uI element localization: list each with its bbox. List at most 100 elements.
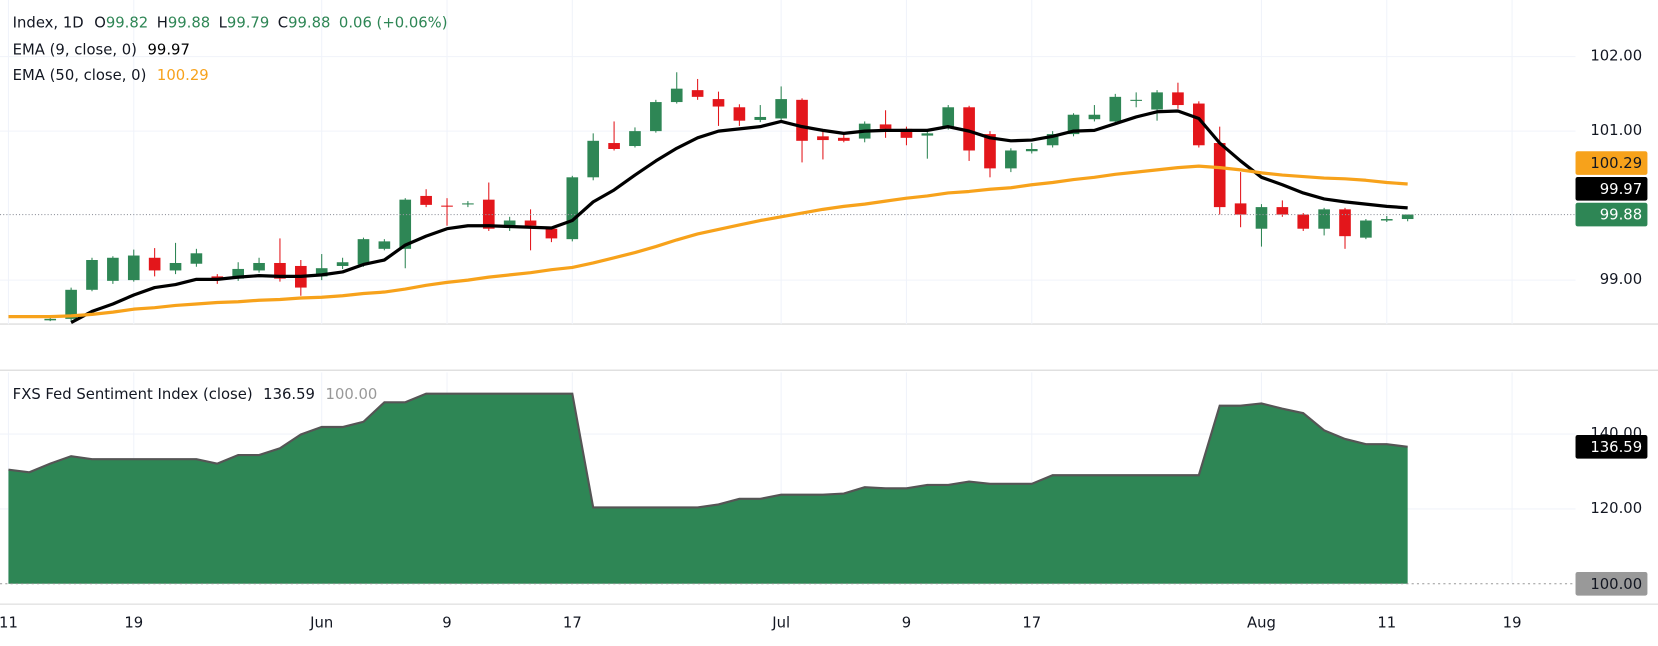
candle-body — [984, 134, 996, 169]
price-box-label: 99.97 — [1600, 180, 1642, 198]
candle-body — [1318, 209, 1330, 229]
candle-body — [566, 177, 579, 240]
candle-body — [462, 203, 474, 205]
candle-body — [1380, 219, 1393, 221]
candle-body — [336, 262, 349, 266]
candle-body — [1360, 220, 1372, 238]
price-box — [1575, 435, 1648, 459]
ema-line — [70, 109, 1408, 325]
candle-body — [1172, 92, 1184, 106]
candle-body — [1151, 92, 1163, 110]
candle-body — [629, 131, 641, 147]
candle-body — [921, 133, 934, 136]
legend-name: EMA (9, close, 0) — [13, 40, 137, 58]
ohlc-label: O — [94, 14, 106, 32]
candle-body — [879, 124, 892, 129]
price-box-label: 136.59 — [1590, 438, 1642, 456]
candle-body — [712, 99, 725, 107]
x-tick-label: 19 — [1503, 613, 1522, 631]
candle-body — [1193, 103, 1205, 146]
x-tick-label: Jun — [309, 613, 333, 631]
legend-entry: FXS Fed Sentiment Index (close) 136.59 100… — [13, 385, 378, 403]
change-text: 0.06 (+0.06%) — [339, 14, 448, 32]
candle-body — [817, 136, 829, 141]
area-fill — [8, 393, 1408, 584]
candle-body — [1297, 214, 1310, 229]
legend-title: Index, 1D — [13, 14, 84, 32]
legend-name: FXS Fed Sentiment Index (close) — [13, 385, 253, 403]
candle-body — [274, 262, 286, 279]
candle-body — [1213, 143, 1226, 208]
candle-body — [65, 289, 77, 319]
price-box-label: 100.00 — [1590, 575, 1642, 593]
candle-body — [1025, 148, 1038, 152]
candles — [44, 72, 1414, 322]
candle-body — [127, 255, 140, 281]
x-tick-label: 19 — [124, 613, 143, 631]
candle-body — [86, 260, 98, 290]
x-tick-label: 17 — [563, 613, 582, 631]
x-tick-label: 17 — [1022, 613, 1041, 631]
candle-body — [1234, 203, 1247, 215]
x-tick-label: 9 — [442, 613, 451, 631]
candle-body — [900, 128, 913, 138]
candle-body — [503, 220, 516, 228]
ohlc-value: 99.82 — [106, 14, 148, 32]
y-tick-label: 102.00 — [1590, 47, 1642, 65]
candle-body — [587, 140, 600, 178]
candle-body — [545, 228, 558, 239]
candle-body — [1276, 207, 1289, 215]
legend-value: 99.97 — [148, 40, 190, 58]
ohlc-value: 99.79 — [227, 14, 269, 32]
candle-body — [1255, 207, 1268, 229]
legend-value: 100.29 — [157, 66, 209, 84]
candle-body — [963, 107, 975, 151]
legend-entry: EMA (9, close, 0) 99.97 — [13, 40, 190, 58]
candle-body — [315, 268, 328, 277]
candle-body — [733, 107, 746, 121]
ema-line — [8, 164, 1408, 319]
candle-body — [1109, 96, 1122, 122]
candle-body — [1130, 99, 1142, 101]
candle-body — [670, 88, 683, 103]
candle-body — [1088, 114, 1101, 120]
y-tick-label: 120.00 — [1590, 499, 1642, 517]
price-box-label: 100.29 — [1590, 154, 1642, 172]
area-line — [8, 392, 1408, 509]
candle-body — [232, 268, 244, 279]
price-box — [1575, 571, 1648, 596]
y-tick-label: 99.00 — [1600, 270, 1642, 288]
candle-body — [441, 205, 453, 207]
candle-body — [775, 99, 787, 119]
candle-body — [837, 137, 850, 141]
candle-body — [253, 262, 265, 271]
x-tick-label: Jul — [771, 613, 790, 631]
legend-entry: EMA (50, close, 0) 100.29 — [13, 66, 209, 84]
x-tick-label: 11 — [0, 613, 18, 631]
legend-header: Index, 1D O99.82 H99.88 L99.79 C99.88 0.06 (+… — [13, 14, 448, 32]
candle-body — [190, 253, 203, 264]
candle-body — [608, 143, 620, 149]
candle-body — [148, 257, 161, 271]
x-tick-label: 9 — [902, 613, 911, 631]
candle-body — [169, 262, 182, 271]
candle-body — [44, 318, 57, 321]
candle-body — [650, 102, 662, 132]
x-tick-label: Aug — [1247, 613, 1276, 631]
price-box — [1575, 177, 1648, 201]
candle-body — [754, 116, 767, 120]
candle-body — [524, 220, 537, 226]
candle-body — [420, 195, 432, 205]
candle-body — [1005, 150, 1017, 169]
legend-value: 136.59 — [263, 385, 315, 403]
legend-value: 100.00 — [326, 385, 378, 403]
ohlc-label: C — [278, 14, 288, 32]
candle-body — [796, 99, 808, 141]
legend-name: EMA (50, close, 0) — [13, 66, 147, 84]
price-box — [1575, 202, 1648, 227]
candle-body — [1339, 209, 1351, 237]
candle-body — [357, 239, 370, 265]
y-tick-label: 101.00 — [1590, 121, 1642, 139]
